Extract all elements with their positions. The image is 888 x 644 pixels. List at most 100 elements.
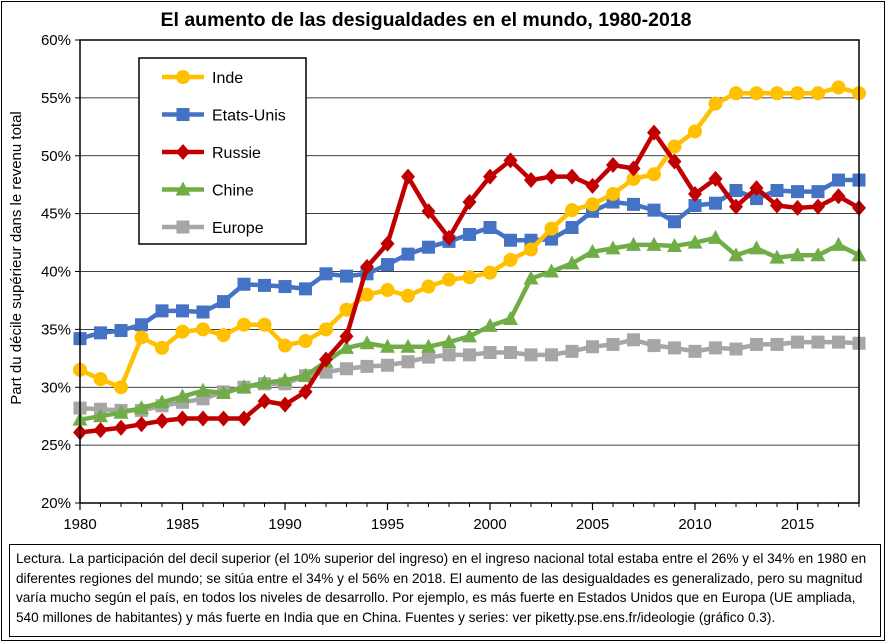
legend-label: Russie: [212, 145, 261, 162]
data-point-europe: [832, 335, 845, 349]
legend-marker: [176, 144, 190, 160]
data-point-europe: [770, 337, 784, 351]
data-point-inde: [216, 328, 231, 343]
data-point-inde: [831, 80, 846, 95]
series-chine: [72, 229, 867, 426]
data-point-etats-unis: [627, 197, 640, 211]
series-etats-unis: [73, 173, 866, 346]
data-point-etats-unis: [750, 192, 763, 206]
chart-title: El aumento de las desigualdades en el mu…: [160, 9, 691, 31]
data-point-etats-unis: [647, 203, 661, 217]
data-point-chine: [236, 379, 252, 394]
data-point-etats-unis: [504, 233, 517, 247]
data-point-chine: [728, 247, 744, 262]
data-point-europe: [319, 365, 333, 379]
data-point-chine: [216, 385, 231, 400]
y-tick-label: 60%: [41, 32, 71, 49]
y-tick-label: 20%: [41, 495, 71, 512]
data-point-etats-unis: [135, 318, 148, 332]
data-point-inde: [544, 221, 559, 236]
x-tick-labels: 1980 1985 1990 1995 2000 2005 2010 2015: [63, 503, 860, 533]
y-tick-labels: 20% 25% 30% 35% 40% 45% 50% 55% 60%: [41, 32, 80, 512]
data-point-europe: [586, 340, 599, 354]
data-point-europe: [606, 337, 620, 351]
data-point-chine: [298, 367, 313, 382]
series-layer: [72, 80, 867, 441]
data-point-europe: [545, 348, 558, 362]
data-point-europe: [524, 348, 538, 362]
data-point-inde: [360, 287, 374, 302]
x-tick-label: 1990: [268, 516, 301, 533]
data-point-chine: [175, 388, 190, 403]
data-point-russie: [134, 416, 149, 433]
data-point-europe: [360, 359, 374, 373]
reading-note: Lectura. La participación del decil supe…: [9, 544, 881, 637]
data-point-chine: [687, 234, 703, 249]
legend: Inde Etats-Unis Russie Chine Europe: [138, 57, 307, 245]
data-point-etats-unis: [237, 277, 251, 291]
data-point-inde: [565, 203, 579, 218]
data-point-chine: [503, 310, 518, 325]
data-point-europe: [442, 348, 456, 362]
legend-item-russie: Russie: [162, 144, 261, 162]
y-tick-label: 55%: [41, 90, 71, 107]
data-point-chine: [769, 249, 785, 264]
data-point-etats-unis: [340, 269, 353, 283]
data-point-inde: [708, 96, 723, 111]
data-point-russie: [667, 153, 682, 170]
data-point-etats-unis: [258, 278, 271, 292]
data-point-inde: [155, 340, 169, 355]
data-point-inde: [749, 86, 764, 101]
data-point-europe: [463, 348, 476, 362]
data-point-inde: [626, 171, 641, 186]
data-point-russie: [626, 160, 641, 177]
y-tick-label: 45%: [41, 206, 71, 223]
data-point-etats-unis: [832, 173, 845, 187]
data-point-etats-unis: [401, 247, 415, 261]
data-point-russie: [688, 185, 702, 202]
data-point-russie: [503, 152, 518, 169]
data-point-russie: [565, 168, 579, 185]
data-point-russie: [216, 410, 231, 427]
data-point-chine: [482, 317, 498, 332]
data-point-inde: [688, 124, 702, 139]
data-point-inde: [606, 186, 620, 201]
data-point-inde: [196, 322, 210, 337]
legend-item-chine: Chine: [162, 181, 254, 200]
data-point-inde: [114, 380, 128, 395]
data-point-russie: [831, 188, 846, 205]
y-tick-label: 35%: [41, 321, 71, 338]
data-point-europe: [340, 362, 353, 376]
legend-marker: [176, 70, 190, 84]
legend-marker: [176, 220, 190, 234]
data-point-russie: [380, 235, 395, 252]
data-point-chine: [339, 339, 354, 354]
data-point-europe: [647, 339, 661, 353]
data-point-russie: [708, 170, 723, 187]
data-point-russie: [298, 383, 313, 400]
data-point-russie: [811, 198, 825, 215]
data-point-chine: [585, 243, 600, 258]
data-point-chine: [421, 338, 436, 353]
data-point-chine: [564, 255, 580, 270]
data-point-inde: [421, 279, 436, 294]
data-point-etats-unis: [381, 258, 394, 272]
y-tick-label: 40%: [41, 264, 71, 281]
series-inde: [73, 80, 866, 395]
x-tick-label: 1995: [371, 516, 404, 533]
data-point-etats-unis: [278, 280, 292, 294]
data-point-inde: [585, 197, 600, 212]
data-point-inde: [401, 288, 415, 303]
x-tick-label: 2015: [781, 516, 814, 533]
y-tick-label: 30%: [41, 379, 71, 396]
data-point-etats-unis: [565, 221, 579, 235]
data-point-etats-unis: [483, 221, 497, 235]
data-point-russie: [442, 229, 456, 246]
data-point-inde: [257, 317, 272, 332]
x-tick-label: 2010: [678, 516, 711, 533]
data-point-chine: [359, 335, 375, 350]
data-point-inde: [339, 302, 354, 317]
data-point-europe: [729, 342, 743, 356]
y-tick-label: 50%: [41, 148, 71, 165]
